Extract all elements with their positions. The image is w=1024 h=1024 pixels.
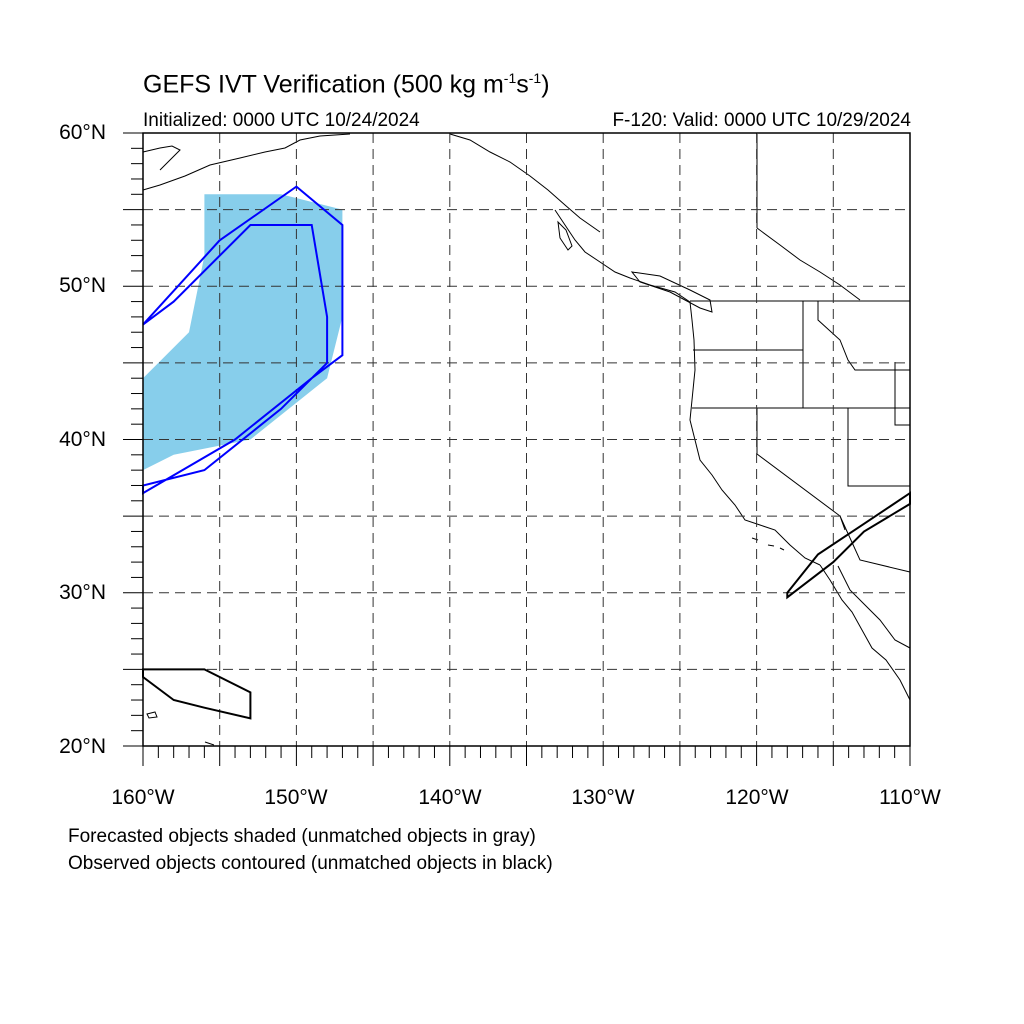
forecast-object-matched	[143, 194, 343, 471]
observed-object-matched	[142, 185, 344, 495]
lon-label-150w: 150°W	[264, 786, 328, 809]
title-exponent-1: -1	[503, 70, 517, 86]
caption-forecast: Forecasted objects shaded (unmatched obj…	[68, 826, 536, 847]
coastline-alaska	[142, 133, 601, 233]
coastlines	[142, 133, 911, 746]
haida-gwaii	[557, 220, 573, 251]
lon-label-160w: 160°W	[111, 786, 175, 809]
lat-label-30n: 30°N	[59, 581, 106, 604]
lat-label-50n: 50°N	[59, 274, 106, 297]
title-mid: s	[516, 70, 529, 99]
lat-lon-grid	[143, 133, 910, 746]
initialized-label: Initialized: 0000 UTC 10/24/2024	[143, 110, 420, 131]
lon-label-130w: 130°W	[571, 786, 635, 809]
observed-object-unmatched-1	[142, 668, 252, 720]
lon-label-110w: 110°W	[879, 786, 941, 809]
forecast-objects	[143, 194, 343, 471]
lat-label-20n: 20°N	[59, 735, 106, 758]
coastline-us-west	[689, 339, 821, 566]
lat-label-40n: 40°N	[59, 428, 106, 451]
coastline-baja	[819, 564, 911, 701]
vancouver-island	[630, 271, 713, 313]
title-exponent-2: -1	[528, 70, 542, 86]
axis-ticks	[123, 132, 911, 766]
coastline-british-columbia	[554, 209, 695, 341]
valid-time-label: F-120: Valid: 0000 UTC 10/29/2024	[612, 110, 911, 131]
caption-observed: Observed objects contoured (unmatched ob…	[68, 853, 553, 874]
lon-label-120w: 120°W	[725, 786, 789, 809]
observed-object-unmatched-2	[786, 491, 911, 600]
chart-title: GEFS IVT Verification (500 kg m-1s-1)	[143, 70, 550, 99]
state-borders	[690, 134, 911, 573]
lon-label-140w: 140°W	[418, 786, 482, 809]
title-end: )	[541, 70, 550, 99]
title-main: GEFS IVT Verification (500 kg m	[143, 70, 504, 99]
lat-label-60n: 60°N	[59, 121, 106, 144]
hawaii-islands	[146, 711, 215, 746]
